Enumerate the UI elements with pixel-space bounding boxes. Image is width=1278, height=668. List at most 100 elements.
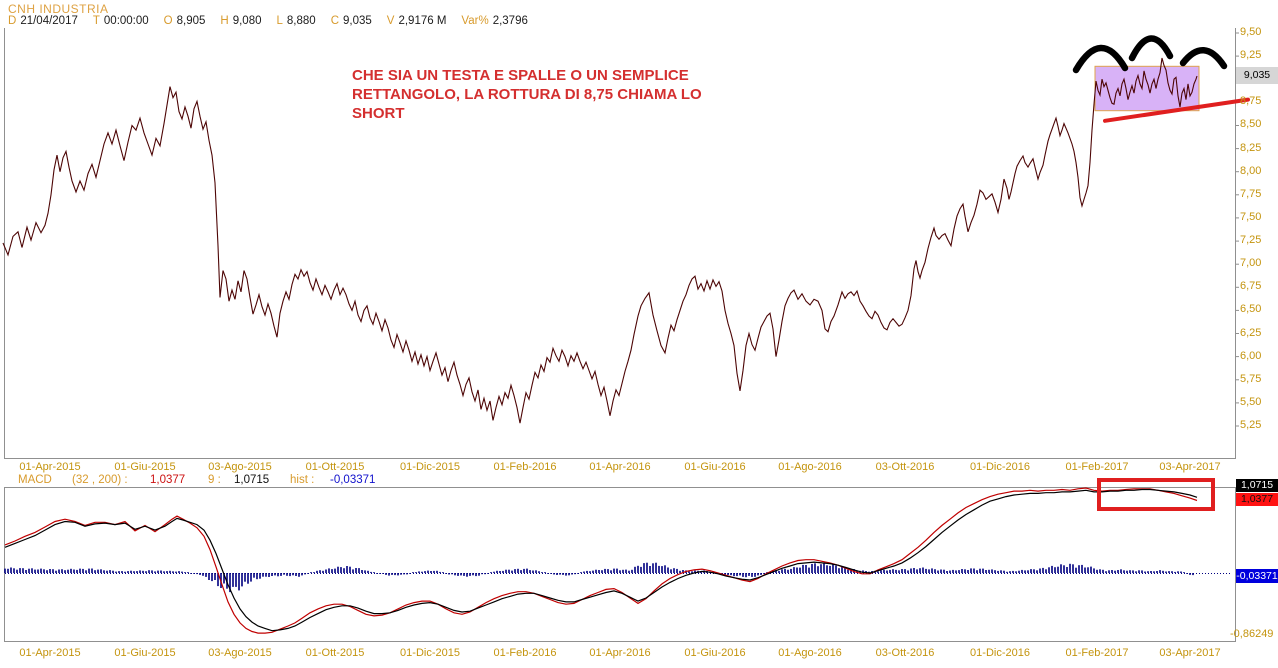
- macd-histogram-bar: [631, 569, 633, 573]
- price-axis-label: 9,50: [1240, 26, 1262, 38]
- macd-histogram-bar: [19, 568, 21, 573]
- price-axis-label: 6,50: [1240, 303, 1262, 315]
- macd-histogram-bar: [655, 562, 657, 573]
- head-shoulders-arc-annotation-1[interactable]: [1072, 44, 1129, 74]
- macd-histogram-bar: [805, 565, 807, 573]
- macd-histogram-bar: [925, 568, 927, 573]
- time-axis-label: 01-Ago-2016: [778, 461, 842, 473]
- macd-line: [4, 487, 1198, 634]
- macd-histogram-bar: [31, 568, 33, 573]
- macd-histogram-bar: [187, 572, 189, 573]
- macd-histogram-bar: [766, 572, 768, 573]
- macd-histogram-bar: [139, 570, 141, 573]
- support-trendline-annotation[interactable]: [1103, 97, 1250, 123]
- macd-histogram-bar: [724, 573, 726, 576]
- macd-histogram-bar: [1108, 570, 1110, 573]
- macd-histogram-bar: [493, 571, 495, 573]
- price-axis-label: 8,75: [1240, 95, 1262, 107]
- ohlc-field-label: T: [92, 15, 100, 27]
- macd-histogram-bar: [739, 573, 741, 576]
- macd-histogram-bar: [340, 567, 342, 573]
- macd-signal-value-text: 1,0715: [234, 474, 270, 486]
- macd-histogram-bar: [832, 564, 834, 573]
- macd-histogram-bar: [274, 573, 276, 576]
- macd-histogram-bar: [529, 570, 531, 573]
- macd-histogram-bar: [349, 566, 351, 573]
- price-axis-label: 9,25: [1240, 49, 1262, 61]
- macd-histogram-bar: [1009, 571, 1011, 573]
- macd-histogram-bar: [130, 570, 132, 573]
- macd-histogram-bar: [115, 571, 117, 573]
- macd-histogram-bar: [661, 566, 663, 573]
- macd-histogram-bar: [4, 568, 6, 573]
- macd-highlight-box-annotation[interactable]: [1097, 478, 1215, 511]
- head-shoulders-arc-annotation-3[interactable]: [1179, 47, 1228, 70]
- analyst-annotation-text[interactable]: CHE SIA UN TESTA E SPALLE O UN SEMPLICE …: [352, 67, 702, 122]
- macd-histogram-bar: [679, 570, 681, 573]
- macd-histogram-bar: [430, 571, 432, 573]
- macd-histogram-bar: [1141, 570, 1143, 573]
- macd-histogram-bar: [478, 573, 480, 576]
- consolidation-rectangle-annotation[interactable]: [1094, 65, 1200, 112]
- macd-histogram-bar: [1093, 568, 1095, 573]
- macd-histogram-bar: [364, 570, 366, 573]
- macd-histogram-bar: [85, 570, 87, 573]
- macd-histogram-bar: [775, 570, 777, 573]
- macd-histogram-bar: [835, 565, 837, 573]
- macd-histogram-bar: [202, 573, 204, 576]
- macd-histogram-bar: [916, 569, 918, 573]
- macd-histogram-bar: [136, 571, 138, 573]
- macd-histogram-bar: [148, 570, 150, 573]
- macd-histogram-bar: [742, 573, 744, 577]
- macd-histogram-bar: [13, 568, 15, 573]
- macd-histogram-bar: [40, 568, 42, 573]
- macd-histogram-bar: [319, 570, 321, 573]
- macd-histogram-bar: [439, 571, 441, 573]
- macd-histogram-bar: [736, 573, 738, 577]
- time-axis-label: 01-Ott-2015: [305, 647, 365, 659]
- macd-histogram-bar: [475, 573, 477, 577]
- macd-histogram-bar: [1036, 570, 1038, 573]
- macd-histogram-bar: [76, 569, 78, 573]
- macd-histogram-bar: [472, 573, 474, 576]
- macd-histogram-bar: [394, 573, 396, 576]
- time-axis-label: 01-Apr-2015: [19, 647, 81, 659]
- time-axis-label: 01-Giu-2015: [114, 647, 176, 659]
- macd-histogram-bar: [829, 565, 831, 573]
- macd-histogram-bar: [1075, 567, 1077, 573]
- macd-histogram-bar: [322, 570, 324, 573]
- macd-histogram-bar: [268, 573, 270, 577]
- head-shoulders-arc-annotation-2[interactable]: [1128, 35, 1174, 62]
- macd-histogram-bar: [589, 571, 591, 573]
- macd-histogram-bar: [979, 568, 981, 573]
- ohlc-field-label: L: [276, 15, 283, 27]
- macd-histogram-bar: [373, 572, 375, 573]
- macd-histogram-bar: [955, 570, 957, 573]
- macd-histogram-bar: [1168, 571, 1170, 573]
- ohlc-field-d: D 21/04/2017: [8, 15, 78, 27]
- macd-histogram-bar: [622, 569, 624, 573]
- macd-histogram-bar: [175, 571, 177, 573]
- macd-value-box: 1,0377: [1236, 493, 1278, 506]
- macd-histogram-bar: [682, 570, 684, 573]
- macd-histogram: [4, 562, 1194, 593]
- macd-histogram-bar: [208, 573, 210, 580]
- ohlc-field-label: V: [386, 15, 395, 27]
- macd-histogram-bar: [457, 573, 459, 576]
- macd-histogram-bar: [934, 569, 936, 573]
- macd-histogram-bar: [55, 570, 57, 573]
- macd-histogram-bar: [949, 570, 951, 573]
- macd-histogram-bar: [919, 568, 921, 573]
- time-axis-label: 01-Ott-2015: [305, 461, 365, 473]
- macd-histogram-bar: [82, 568, 84, 573]
- macd-histogram-bar: [241, 573, 243, 587]
- price-axis-label: 5,25: [1240, 419, 1262, 431]
- macd-histogram-bar: [1027, 570, 1029, 573]
- macd-histogram-bar: [601, 570, 603, 573]
- macd-histogram-bar: [973, 568, 975, 573]
- macd-histogram-bar: [814, 563, 816, 573]
- macd-histogram-bar: [598, 570, 600, 573]
- price-axis-label: 5,50: [1240, 396, 1262, 408]
